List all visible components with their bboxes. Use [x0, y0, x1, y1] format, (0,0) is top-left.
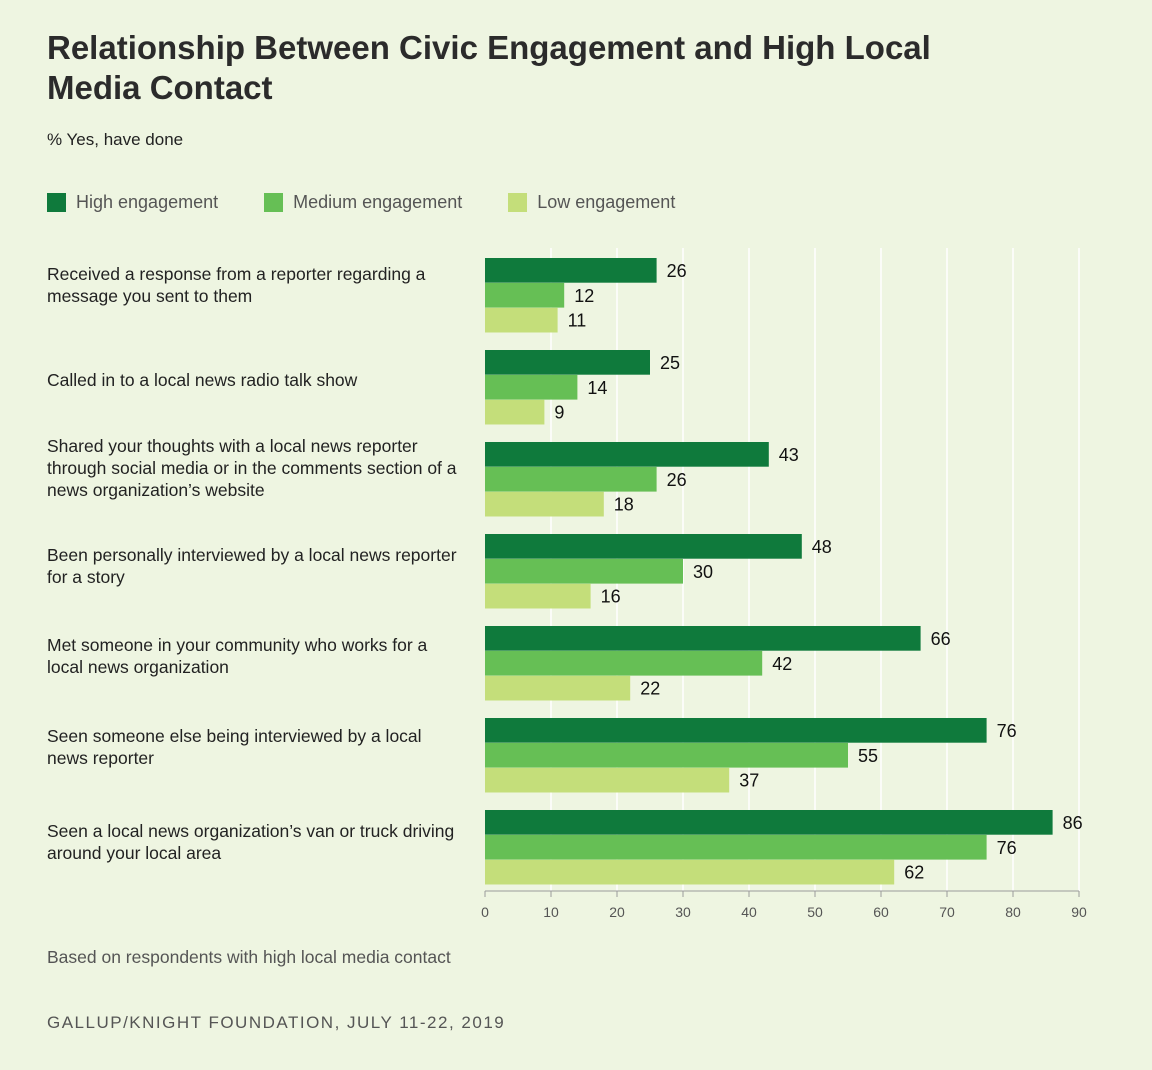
value-label-low-7: 62: [904, 863, 924, 883]
value-label-low-1: 11: [568, 311, 587, 331]
x-tick-label-70: 70: [939, 904, 955, 920]
bar-medium-5: [485, 650, 763, 676]
legend-swatch-high: [47, 193, 66, 212]
value-label-high-6: 76: [997, 721, 1017, 741]
chart-subtitle: % Yes, have done: [47, 130, 184, 149]
bar-medium-3: [485, 466, 657, 492]
bar-low-5: [485, 675, 631, 701]
value-label-low-4: 16: [601, 587, 621, 607]
value-label-medium-2: 14: [587, 378, 607, 398]
legend-label-medium: Medium engagement: [293, 192, 463, 212]
legend-label-low: Low engagement: [537, 192, 676, 212]
bar-medium-4: [485, 558, 683, 584]
category-label-met-someone: Met someone in your community who works …: [47, 635, 428, 677]
value-label-medium-5: 42: [772, 654, 792, 674]
value-label-high-7: 86: [1063, 813, 1083, 833]
bar-high-2: [485, 350, 650, 375]
legend-item-high: High engagement: [47, 192, 218, 213]
category-label-shared-thoughts: Shared your thoughts with a local news r…: [47, 436, 457, 500]
category-label-reporter-response: Received a response from a reporter rega…: [47, 264, 426, 306]
bar-medium-7: [485, 834, 987, 860]
legend: High engagement Medium engagement Low en…: [47, 192, 721, 213]
value-label-high-3: 43: [779, 445, 799, 465]
value-label-high-1: 26: [667, 261, 687, 281]
value-label-low-2: 9: [554, 403, 564, 423]
x-tick-label-10: 10: [543, 904, 559, 920]
x-tick-label-60: 60: [873, 904, 889, 920]
bar-medium-6: [485, 742, 848, 768]
legend-item-low: Low engagement: [508, 192, 675, 213]
bar-low-6: [485, 767, 730, 793]
bar-low-2: [485, 399, 545, 425]
value-label-medium-7: 76: [997, 838, 1017, 858]
value-label-low-5: 22: [640, 679, 660, 699]
legend-swatch-medium: [264, 193, 284, 212]
x-tick-label-80: 80: [1005, 904, 1021, 920]
value-label-medium-1: 12: [574, 286, 594, 306]
x-tick-label-90: 90: [1071, 904, 1087, 920]
bar-high-5: [485, 626, 921, 651]
x-tick-label-30: 30: [675, 904, 691, 920]
category-label-news-van: Seen a local news organization’s van or …: [47, 821, 455, 863]
x-tick-label-50: 50: [807, 904, 823, 920]
value-label-low-3: 18: [614, 495, 634, 515]
chart-note: Based on respondents with high local med…: [47, 947, 451, 967]
bar-low-7: [485, 859, 895, 885]
value-label-high-2: 25: [660, 353, 680, 373]
value-label-high-4: 48: [812, 537, 832, 557]
value-label-medium-4: 30: [693, 562, 713, 582]
chart-source: GALLUP/KNIGHT FOUNDATION, JULY 11-22, 20…: [47, 1013, 506, 1032]
bar-high-7: [485, 810, 1053, 835]
bar-high-3: [485, 442, 769, 467]
bar-low-4: [485, 583, 591, 609]
bar-high-6: [485, 718, 987, 743]
value-label-high-5: 66: [931, 629, 951, 649]
category-label-seen-interview: Seen someone else being interviewed by a…: [47, 726, 422, 768]
bar-low-1: [485, 307, 558, 333]
bar-medium-1: [485, 282, 565, 308]
value-label-low-6: 37: [739, 771, 759, 791]
chart-title: Relationship Between Civic Engagement an…: [47, 29, 931, 106]
value-label-medium-3: 26: [667, 470, 687, 490]
value-label-medium-6: 55: [858, 746, 878, 766]
legend-swatch-low: [508, 193, 528, 212]
bar-high-4: [485, 534, 802, 559]
category-label-personally-interviewed: Been personally interviewed by a local n…: [47, 545, 457, 587]
x-tick-label-20: 20: [609, 904, 625, 920]
x-tick-label-0: 0: [481, 904, 489, 920]
legend-item-medium: Medium engagement: [264, 192, 462, 213]
x-tick-label-40: 40: [741, 904, 757, 920]
bar-medium-2: [485, 374, 578, 400]
category-label-radio-talk-show: Called in to a local news radio talk sho…: [47, 370, 358, 390]
legend-label-high: High engagement: [76, 192, 219, 212]
bar-low-3: [485, 491, 604, 517]
bar-high-1: [485, 258, 657, 283]
